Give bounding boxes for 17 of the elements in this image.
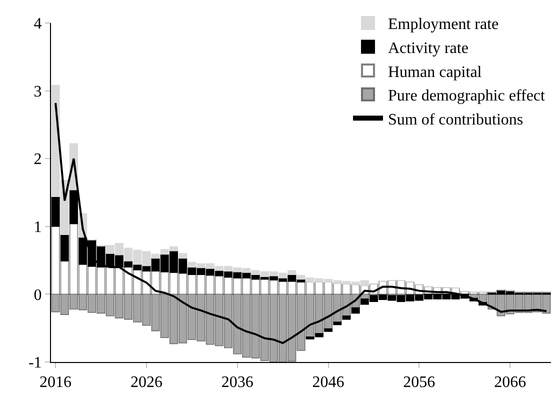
y-tick-label: -1: [28, 354, 42, 372]
y-tick-label: 2: [34, 151, 42, 168]
x-tick-label: 2046: [312, 374, 344, 392]
y-tick-label: 3: [34, 83, 42, 100]
legend-label: Employment rate: [388, 16, 499, 34]
x-tick-label: 2026: [130, 374, 162, 392]
y-tick-label: 4: [34, 16, 42, 33]
legend-label: Pure demographic effect: [388, 88, 546, 105]
x-tick-label: 2036: [221, 374, 254, 392]
y-tick-label: 1: [34, 219, 42, 236]
legend-label: Sum of contributions: [388, 111, 524, 128]
legend-label: Activity rate: [388, 40, 468, 57]
legend-label: Human capital: [388, 64, 482, 81]
x-tick-label: 2056: [403, 374, 436, 392]
x-tick-label: 2066: [494, 374, 526, 392]
y-tick-label: 0: [34, 286, 42, 304]
x-tick-label: 2016: [40, 374, 72, 392]
